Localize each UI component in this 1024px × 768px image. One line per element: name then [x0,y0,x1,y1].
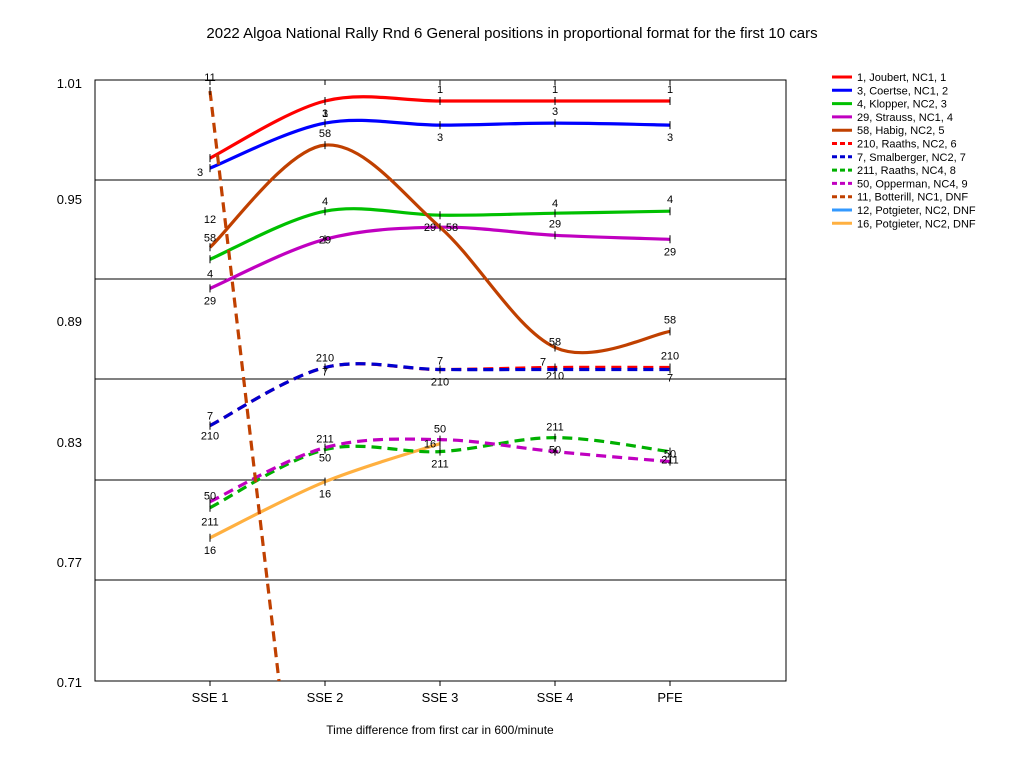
point-label-58: 58 [204,232,216,244]
point-label-12: 12 [204,214,216,226]
y-tick-label: 0.95 [57,192,82,207]
point-label-211: 211 [316,434,334,446]
legend-entry: 210, Raaths, NC2, 6 [857,139,957,151]
legend: 1, Joubert, NC1, 13, Coertse, NC1, 2 4, K… [832,72,976,230]
point-label-211: 211 [661,455,679,467]
y-tick-label: 0.83 [57,435,82,450]
legend-entry: 7, Smalberger, NC2, 7 [857,152,966,164]
point-label-1: 1 [322,108,328,120]
chart-title: 2022 Algoa National Rally Rnd 6 General … [206,25,817,42]
point-label-16: 16 [204,545,216,557]
legend-entry: 11, Botterill, NC1, DNF [857,192,968,204]
point-label-3: 3 [437,132,443,144]
y-axis: 1.01 0.95 0.89 0.83 0.77 0.71 [57,76,82,690]
point-label-7: 7 [667,372,673,384]
series-lines [208,87,671,682]
point-label-3: 3 [197,167,203,179]
series-line-11 [208,90,281,682]
legend-entry: 16, Potgieter, NC2, DNF [857,218,976,230]
point-label-210: 210 [431,376,449,388]
point-label-58: 58 [319,128,331,140]
point-label-50: 50 [434,424,446,436]
grid-lines [95,179,786,581]
point-label-16: 16 [319,489,331,501]
legend-entry: 29, Strauss, NC1, 4 [857,112,953,124]
x-tick-label: SSE 2 [307,690,344,705]
point-label-50: 50 [319,453,331,465]
point-label-4: 4 [207,268,213,280]
point-label-11: 11 [204,72,215,84]
point-label-3: 3 [552,106,558,118]
point-label-1: 1 [437,84,443,96]
y-tick-label: 0.89 [57,314,82,329]
point-label-3: 3 [322,108,328,120]
point-label-58: 58 [446,222,458,234]
x-axis: SSE 1 SSE 2 SSE 3 SSE 4 PFE [192,80,683,705]
x-tick-label: PFE [657,690,683,705]
point-label-29: 29 [549,218,561,230]
point-label-58: 58 [664,314,676,326]
y-tick-label: 0.77 [57,555,82,570]
legend-entry: 3, Coertse, NC1, 2 [857,85,948,97]
point-label-4: 4 [552,198,558,210]
point-label-29: 29 [204,295,216,307]
series-line-58 [208,143,671,355]
x-tick-label: SSE 3 [422,690,459,705]
point-label-16: 16 [424,439,436,451]
legend-entry: 1, Joubert, NC1, 1 [857,72,946,84]
point-label-50: 50 [549,445,561,457]
point-label-7: 7 [322,366,328,378]
point-label-211: 211 [431,459,449,471]
x-tick-label: SSE 1 [192,690,229,705]
point-label-210: 210 [546,370,564,382]
point-label-211: 211 [546,422,564,434]
x-tick-label: SSE 4 [537,690,574,705]
point-label-210: 210 [661,350,679,362]
point-label-50: 50 [204,491,216,503]
point-label-210: 210 [316,352,334,364]
point-label-29: 29 [664,246,676,258]
legend-entry: 12, Potgieter, NC2, DNF [857,205,976,217]
point-label-7: 7 [437,355,443,367]
point-label-50: 50 [664,449,676,461]
legend-entry: 4, Klopper, NC2, 3 [857,99,947,111]
point-label-7: 7 [207,411,213,423]
y-tick-label: 1.01 [57,76,82,91]
point-label-4: 4 [667,194,673,206]
legend-entry: 211, Raaths, NC4, 8 [857,165,956,177]
x-axis-label: Time difference from first car in 600/mi… [326,723,554,737]
point-label-58: 58 [549,336,561,348]
point-label-3: 3 [667,132,673,144]
point-label-1: 1 [552,84,558,96]
legend-entry: 58, Habig, NC2, 5 [857,125,944,137]
point-label-7: 7 [540,356,546,368]
point-label-29: 29 [424,222,436,234]
point-label-210: 210 [201,431,219,443]
point-label-4: 4 [322,196,328,208]
point-label-211: 211 [201,517,219,529]
point-label-29: 29 [319,234,331,246]
point-label-1: 1 [667,84,673,96]
y-tick-label: 0.71 [57,675,82,690]
legend-entry: 50, Opperman, NC4, 9 [857,178,968,190]
